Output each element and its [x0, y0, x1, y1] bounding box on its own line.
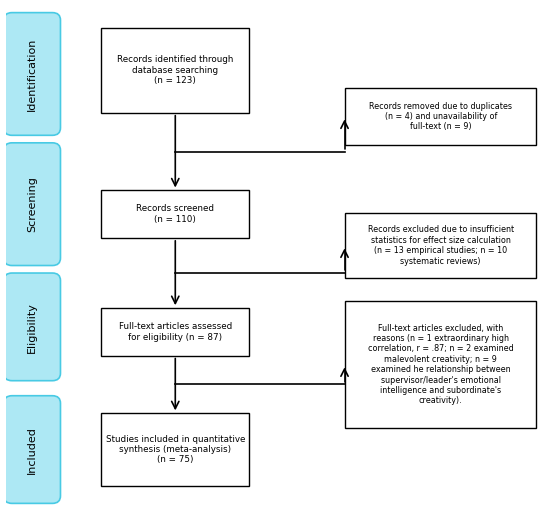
- Text: Full-text articles excluded, with
reasons (n = 1 extraordinary high
correlation,: Full-text articles excluded, with reason…: [368, 323, 514, 405]
- Bar: [101, 413, 249, 486]
- Text: Identification: Identification: [27, 37, 37, 111]
- Text: Full-text articles assessed
for eligibility (n = 87): Full-text articles assessed for eligibil…: [119, 322, 232, 341]
- Text: Screening: Screening: [27, 176, 37, 233]
- Text: Studies included in quantitative
synthesis (meta-analysis)
(n = 75): Studies included in quantitative synthes…: [106, 435, 245, 464]
- Bar: [101, 28, 249, 113]
- Text: Eligibility: Eligibility: [27, 301, 37, 353]
- Bar: [345, 88, 536, 145]
- Text: Records screened
(n = 110): Records screened (n = 110): [136, 204, 214, 224]
- Text: Records identified through
database searching
(n = 123): Records identified through database sear…: [117, 55, 233, 85]
- Bar: [101, 191, 249, 238]
- FancyBboxPatch shape: [4, 396, 60, 503]
- Bar: [345, 300, 536, 428]
- Bar: [345, 213, 536, 278]
- FancyBboxPatch shape: [4, 13, 60, 135]
- Text: Included: Included: [27, 426, 37, 474]
- Text: Records excluded due to insufficient
statistics for effect size calculation
(n =: Records excluded due to insufficient sta…: [368, 225, 514, 266]
- Bar: [101, 308, 249, 356]
- Text: Records removed due to duplicates
(n = 4) and unavailability of
full-text (n = 9: Records removed due to duplicates (n = 4…: [369, 102, 512, 131]
- FancyBboxPatch shape: [4, 273, 60, 381]
- FancyBboxPatch shape: [4, 143, 60, 266]
